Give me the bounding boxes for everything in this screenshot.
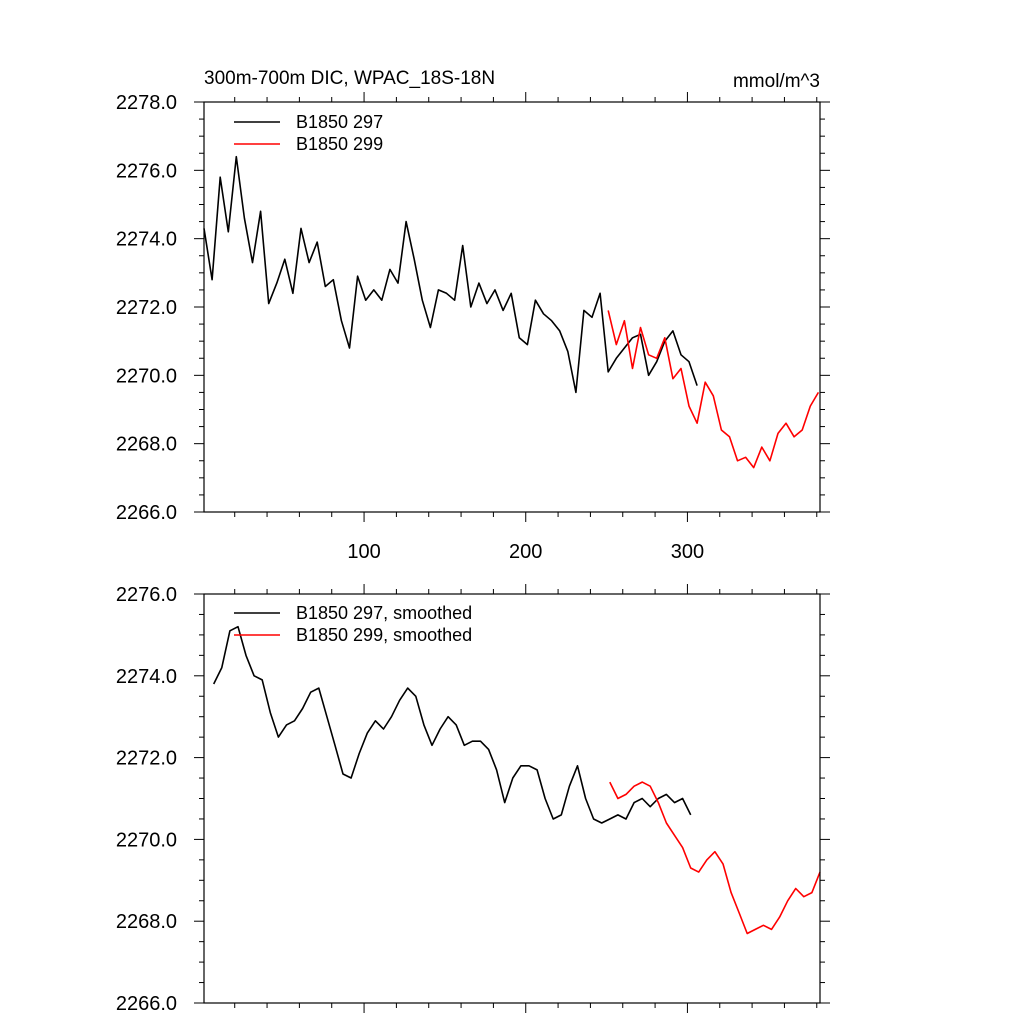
bottom-plot-frame (203, 593, 821, 1004)
legend-label: B1850 297, smoothed (296, 603, 472, 623)
bottom-panel: 2266.0 2268.0 2270.0 2272.0 2274.0 2276.0 B18… (116, 584, 830, 1015)
y-tick-label: 2270.0 (116, 829, 177, 851)
bottom-series-line-1 (212, 625, 692, 824)
y-tick-label: 2266.0 (116, 502, 177, 524)
legend-label: B1850 297 (296, 112, 383, 132)
y-tick-label: 2268.0 (116, 434, 177, 456)
legend-label: B1850 299 (296, 134, 383, 154)
y-tick-label: 2268.0 (116, 911, 177, 933)
bottom-y-tick-labels: 2266.0 2268.0 2270.0 2272.0 2274.0 2276.0 (116, 584, 177, 1015)
top-y-tick-labels: 2266.0 2268.0 2270.0 2272.0 2274.0 2276.0 2278… (116, 92, 177, 524)
top-panel: 300m-700m DIC, WPAC_18S-18N mmol/m^3 226… (116, 68, 830, 563)
bottom-series-group (212, 625, 821, 935)
y-tick-label: 2272.0 (116, 297, 177, 319)
x-tick-label: 300 (671, 541, 704, 563)
top-series-group (203, 155, 820, 469)
y-tick-label: 2274.0 (116, 229, 177, 251)
y-tick-label: 2276.0 (116, 584, 177, 606)
top-chart-title: 300m-700m DIC, WPAC_18S-18N (204, 68, 495, 89)
bottom-axis-ticks (194, 584, 830, 1013)
y-tick-label: 2266.0 (116, 993, 177, 1015)
y-tick-label: 2278.0 (116, 92, 177, 114)
y-tick-label: 2270.0 (116, 365, 177, 387)
y-tick-label: 2272.0 (116, 748, 177, 770)
bottom-series-line-2 (609, 781, 821, 935)
x-tick-label: 200 (509, 541, 542, 563)
x-tick-label: 100 (347, 541, 380, 563)
top-x-tick-labels: 100 200 300 (347, 541, 704, 563)
legend-label: B1850 299, smoothed (296, 625, 472, 645)
top-series-line-1 (203, 155, 698, 394)
top-plot-frame (203, 101, 821, 513)
y-tick-label: 2276.0 (116, 160, 177, 182)
top-chart-units: mmol/m^3 (733, 71, 820, 92)
top-axis-ticks (194, 92, 830, 522)
y-tick-label: 2274.0 (116, 666, 177, 688)
top-series-line-2 (607, 310, 820, 469)
